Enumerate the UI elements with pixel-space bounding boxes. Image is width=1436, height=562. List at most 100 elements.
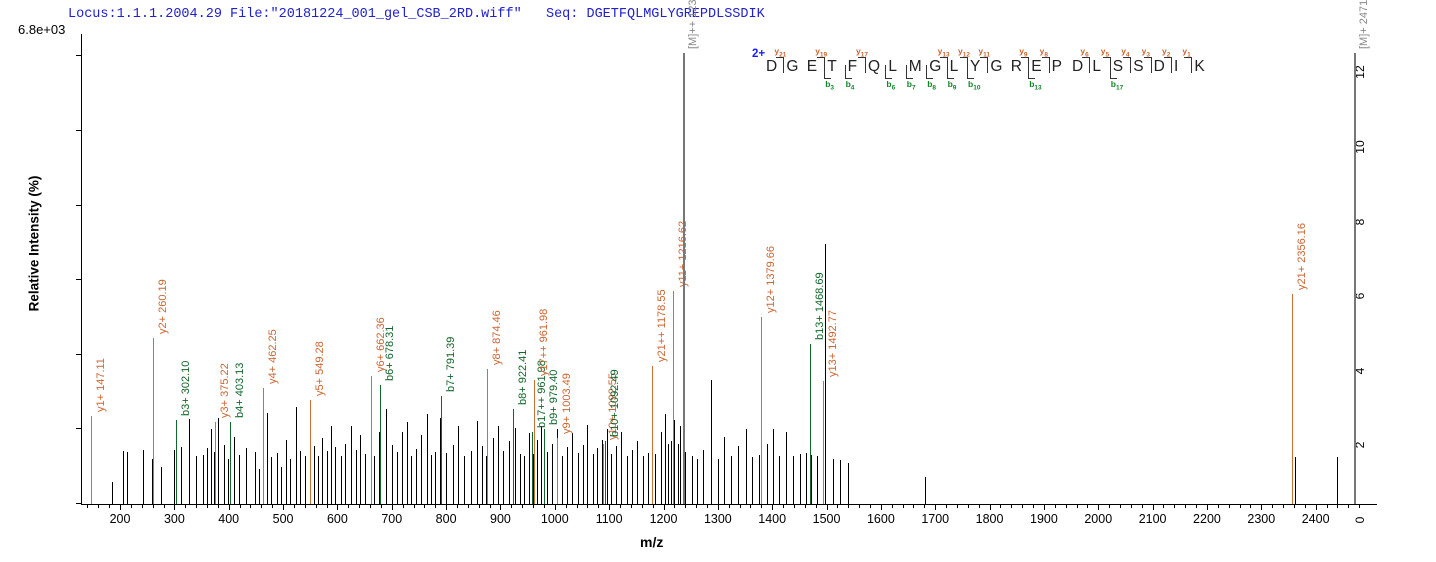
spectrum-peak	[406, 421, 408, 504]
b-ion-label: b6	[886, 79, 896, 92]
x-axis-tick-label: 1000	[540, 512, 569, 526]
x-axis-tick	[663, 504, 665, 510]
x-axis-tick	[1120, 504, 1121, 508]
y-axis-label: Relative Intensity (%)	[26, 175, 42, 312]
sequence-residue: S	[1133, 58, 1144, 75]
spectrum-peak	[364, 453, 366, 504]
x-axis-tick	[348, 504, 350, 508]
spectrum-peak	[238, 454, 240, 504]
spectrum-peak	[345, 443, 347, 504]
y-ion-tick-arm	[1021, 57, 1029, 58]
peak-label: y1+ 147.11	[95, 358, 108, 413]
b-ion-tick-arm	[926, 78, 934, 79]
annotated-peak	[230, 421, 232, 504]
x-axis-tick	[630, 504, 632, 508]
b-ion-tick	[926, 65, 928, 78]
spectrum-peak	[528, 433, 530, 504]
x-axis-tick	[989, 504, 991, 510]
spectrum-peak	[925, 477, 927, 504]
spectrum-peak	[848, 462, 850, 504]
b-ion-tick-arm	[885, 78, 893, 79]
spectrum-peak	[778, 455, 780, 504]
x-axis-tick	[500, 504, 502, 510]
x-axis-tick-label: 1700	[921, 512, 950, 526]
peak-label: b13+ 1468.69	[813, 271, 826, 340]
spectrum-peak	[326, 451, 328, 504]
y-ion-tick-arm	[858, 57, 865, 58]
spectrum-peak	[577, 452, 579, 504]
spectrum-peak	[227, 459, 229, 504]
annotated-peak	[543, 428, 545, 504]
x-axis-tick	[293, 504, 295, 508]
x-axis-tick	[815, 504, 817, 508]
b-ion-label: b4	[845, 79, 855, 92]
b-ion-label: b3	[825, 79, 835, 92]
y-axis-line	[81, 34, 82, 504]
spectrum-peak	[397, 451, 399, 504]
x-axis-tick	[511, 504, 513, 508]
x-axis-tick	[1043, 504, 1045, 510]
x-axis-tick	[641, 504, 643, 508]
y-ion-label: y8	[1039, 46, 1048, 59]
y-ion-label: y9	[1019, 46, 1028, 59]
x-axis-tick	[1174, 504, 1176, 508]
spectrum-peak	[470, 451, 472, 504]
y-ion-tick	[1191, 57, 1193, 73]
annotated-peak	[651, 365, 653, 504]
spectrum-peak	[266, 412, 268, 504]
x-axis-tick-label: 1600	[866, 512, 895, 526]
spectrum-peak	[318, 455, 320, 504]
spectrum-peak	[276, 452, 278, 504]
sequence-residue: L	[949, 58, 959, 75]
x-axis-tick	[1196, 504, 1198, 508]
y-ion-tick-arm	[776, 57, 784, 58]
spectrum-peak	[285, 439, 287, 504]
annotated-peak	[534, 380, 536, 504]
y-ion-tick	[1089, 57, 1091, 73]
b-ion-tick-arm	[946, 78, 954, 79]
y-ion-tick-arm	[1041, 57, 1049, 58]
y-ion-label: y1	[1182, 46, 1191, 59]
y-axis-tick	[76, 353, 82, 355]
b-ion-label: b8	[927, 79, 937, 92]
x-axis-tick	[315, 504, 317, 508]
y-ion-tick-arm	[817, 57, 825, 58]
peak-label: b4+ 403.13	[234, 362, 247, 418]
spectrum-peak	[497, 425, 499, 504]
spectrum-peak	[562, 455, 564, 504]
x-axis-tick-label: 300	[163, 512, 185, 526]
x-axis-tick	[1065, 504, 1067, 508]
x-axis-tick	[163, 504, 165, 508]
spectrum-peak	[816, 455, 818, 504]
sequence-residue: G	[929, 58, 942, 75]
x-axis-tick	[793, 504, 795, 508]
x-axis-tick	[402, 504, 404, 508]
spectrum-peak	[587, 424, 589, 504]
spectrum-peak	[435, 451, 437, 504]
spectrum-peak	[481, 446, 483, 504]
x-axis-tick	[380, 504, 382, 508]
b-ion-tick	[905, 65, 907, 78]
spectrum-peak	[351, 426, 352, 504]
spectrum-peak	[655, 453, 657, 504]
x-axis-tick	[141, 504, 143, 508]
x-axis-tick	[206, 504, 208, 508]
x-axis-tick	[87, 504, 89, 508]
spectrum-peak	[401, 432, 403, 504]
y-ion-label: y6	[1080, 46, 1089, 59]
spectrum-peak	[825, 243, 827, 504]
annotated-peak	[822, 380, 824, 504]
annotated-peak	[683, 52, 686, 504]
x-axis-tick	[554, 504, 556, 510]
sequence-residue: G	[990, 58, 1003, 75]
x-axis-tick-label: 1300	[703, 512, 732, 526]
x-axis-tick-label: 1800	[975, 512, 1004, 526]
sequence-residue: D	[1153, 58, 1165, 75]
spectrum-peak	[458, 425, 460, 504]
x-axis-tick-label: 2200	[1193, 512, 1221, 526]
x-axis-tick	[750, 504, 752, 508]
x-axis-tick	[120, 504, 122, 510]
spectrum-peak	[386, 408, 388, 504]
x-axis-tick	[1000, 504, 1002, 508]
x-axis-tick	[1152, 504, 1154, 510]
